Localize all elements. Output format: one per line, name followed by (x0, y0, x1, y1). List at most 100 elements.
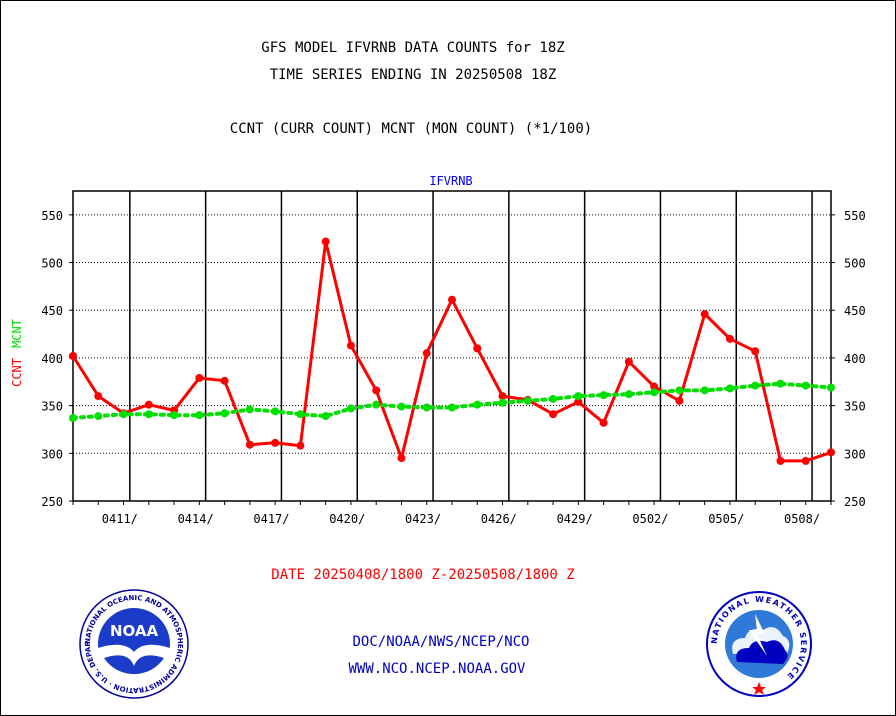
y-tick-label-right: 250 (844, 495, 866, 509)
title-line-2: TIME SERIES ENDING IN 20250508 18Z (270, 67, 557, 83)
data-point-ccnt (372, 386, 381, 395)
data-point-mcnt (195, 411, 204, 420)
x-tick-label: 0429/ (557, 512, 593, 526)
data-point-mcnt (549, 394, 558, 403)
data-point-mcnt (523, 396, 532, 405)
title-line-1: GFS MODEL IFVRNB DATA COUNTS for 18Z (261, 40, 564, 56)
data-point-ccnt (473, 344, 482, 353)
data-point-mcnt (827, 383, 835, 392)
data-point-ccnt (827, 448, 835, 457)
data-point-mcnt (624, 390, 633, 399)
data-point-mcnt (776, 379, 785, 388)
data-point-mcnt (422, 403, 431, 412)
y-tick-label-left: 300 (41, 447, 63, 461)
series-line-mcnt (71, 381, 833, 420)
data-point-mcnt (220, 409, 229, 418)
y-axis-label-ccnt: CCNT (10, 358, 24, 387)
data-point-ccnt (549, 410, 558, 419)
y-axis-label: CCNT MCNT (10, 319, 24, 387)
noaa-logo: NATIONAL OCEANIC AND ATMOSPHERIC ADMINIS… (79, 589, 189, 699)
date-range-label: DATE 20250408/1800 Z-20250508/1800 Z (271, 567, 574, 583)
y-tick-label-left: 400 (41, 352, 63, 366)
data-point-mcnt (725, 384, 734, 393)
nws-logo: NATIONAL WEATHER SERVICE (706, 591, 812, 697)
x-tick-label: 0502/ (632, 512, 668, 526)
data-point-ccnt (498, 392, 507, 401)
series-layer (69, 237, 835, 465)
plot-grid (73, 191, 831, 501)
data-point-mcnt (346, 404, 355, 413)
data-point-mcnt (751, 381, 760, 390)
data-point-ccnt (296, 441, 305, 450)
data-point-ccnt (675, 396, 684, 405)
noaa-wordmark: NOAA (110, 622, 159, 640)
data-point-ccnt (574, 397, 583, 406)
y-tick-label-left: 550 (41, 209, 63, 223)
data-point-mcnt (144, 410, 153, 419)
data-point-mcnt (245, 405, 254, 414)
data-point-ccnt (397, 454, 406, 463)
data-point-ccnt (700, 310, 709, 319)
x-tick-label: 0426/ (481, 512, 517, 526)
data-point-ccnt (144, 400, 153, 409)
plot-axes: 250 250 300 300 350 350 400 400 450 450 500 500 550 5… (41, 190, 866, 526)
x-tick-label: 0417/ (253, 512, 289, 526)
y-tick-label-right: 550 (844, 209, 866, 223)
data-point-ccnt (321, 237, 330, 246)
org-path-label: DOC/NOAA/NWS/NCEP/NCO (352, 634, 529, 650)
y-tick-label-right: 450 (844, 304, 866, 318)
data-point-mcnt (473, 400, 482, 409)
data-point-mcnt (650, 388, 659, 397)
data-point-mcnt (498, 398, 507, 407)
data-point-ccnt (725, 334, 734, 343)
data-point-mcnt (599, 391, 608, 400)
data-point-mcnt (397, 402, 406, 411)
data-point-ccnt (650, 382, 659, 391)
data-point-mcnt (372, 400, 381, 409)
data-point-ccnt (776, 456, 785, 465)
data-point-ccnt (271, 438, 280, 447)
svg-text:CCNTMCNT: CCNT MCNT (10, 319, 24, 387)
data-point-mcnt (321, 412, 330, 421)
data-point-mcnt (271, 407, 280, 416)
x-tick-label: 0411/ (102, 512, 138, 526)
data-point-mcnt (574, 392, 583, 401)
y-tick-label-right: 350 (844, 400, 866, 414)
website-label: WWW.NCO.NCEP.NOAA.GOV (348, 661, 526, 677)
data-point-mcnt (675, 386, 684, 395)
data-point-mcnt (94, 412, 103, 421)
plot-title: IFVRNB (429, 174, 472, 188)
y-axis-label-mcnt: MCNT (10, 319, 24, 348)
y-tick-label-left: 250 (41, 495, 63, 509)
data-point-ccnt (624, 357, 633, 366)
data-point-ccnt (346, 341, 355, 350)
data-point-mcnt (700, 386, 709, 395)
x-tick-label: 0420/ (329, 512, 365, 526)
y-tick-label-right: 500 (844, 257, 866, 271)
x-tick-label: 0508/ (784, 512, 820, 526)
data-point-ccnt (422, 349, 431, 358)
y-tick-label-left: 450 (41, 304, 63, 318)
title-line-3: CCNT (CURR COUNT) MCNT (MON COUNT) (*1/1… (230, 121, 592, 137)
data-point-ccnt (94, 392, 103, 401)
y-tick-label-right: 300 (844, 447, 866, 461)
data-point-mcnt (69, 414, 77, 423)
data-point-mcnt (448, 403, 456, 412)
data-point-ccnt (195, 373, 204, 382)
data-point-ccnt (245, 440, 254, 449)
data-point-ccnt (220, 376, 229, 385)
series-line-ccnt (71, 240, 832, 463)
y-tick-label-right: 400 (844, 352, 866, 366)
data-point-mcnt (119, 410, 128, 419)
data-point-ccnt (751, 347, 760, 356)
data-point-ccnt (69, 352, 77, 361)
data-point-ccnt (599, 418, 608, 427)
x-tick-label: 0505/ (708, 512, 744, 526)
data-point-mcnt (801, 381, 810, 390)
data-point-ccnt (448, 295, 456, 304)
x-tick-label: 0414/ (178, 512, 214, 526)
y-tick-label-left: 500 (41, 257, 63, 271)
plot-frame (72, 190, 832, 502)
